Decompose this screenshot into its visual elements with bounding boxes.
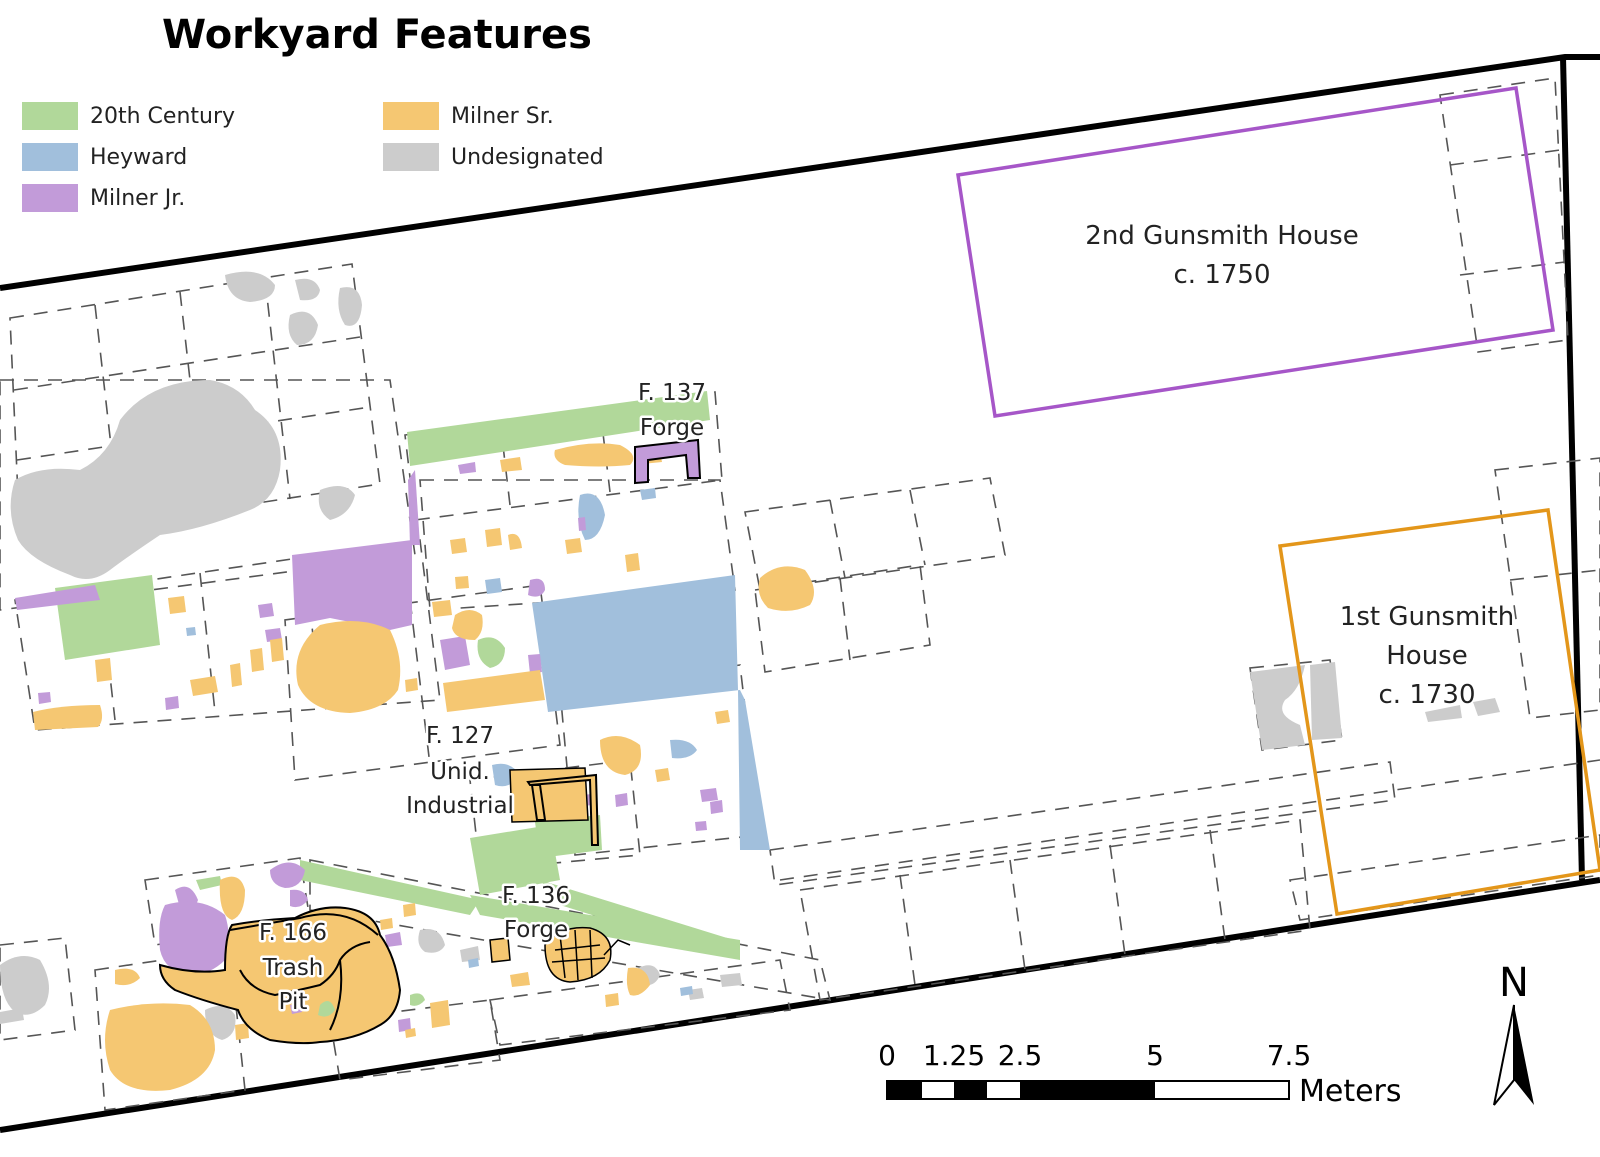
north-label: N: [1499, 960, 1529, 1006]
legend-item-undesignated: Undesignated: [383, 142, 604, 172]
legend-label-heyward: Heyward: [90, 144, 188, 170]
second-house-date-label: c. 1750: [1174, 260, 1271, 290]
north-arrow-icon: N: [1493, 960, 1534, 1106]
scale-unit-label: Meters: [1299, 1074, 1402, 1109]
legend-swatch-milner-jr: [22, 184, 78, 212]
scale-tick-5: 5: [1146, 1039, 1164, 1072]
features-20th-century: [55, 391, 740, 1006]
features-milner-sr: [33, 443, 814, 1091]
scale-tick-1-25: 1.25: [923, 1039, 985, 1072]
site-boundary: [0, 54, 1600, 1133]
f136-type-label: Forge: [504, 917, 568, 943]
feature-f136-outline: [489, 926, 631, 983]
f137-type-label: Forge: [640, 415, 704, 441]
legend-label-milner-sr: Milner Sr.: [451, 103, 554, 129]
scale-tick-0: 0: [878, 1039, 896, 1072]
legend-swatch-milner-sr: [383, 102, 439, 130]
scale-bar: 0 1.25 2.5 5 7.5 Meters: [878, 1039, 1401, 1109]
legend-swatch-undesignated: [383, 143, 439, 171]
features-undesignated: [0, 271, 1500, 1040]
second-house-name-label: 2nd Gunsmith House: [1085, 221, 1358, 251]
scale-tick-2-5: 2.5: [998, 1039, 1043, 1072]
legend-label-milner-jr: Milner Jr.: [90, 185, 186, 211]
map-title: Workyard Features: [162, 12, 592, 58]
excavation-grid: [0, 77, 1600, 1111]
second-gunsmith-house-outline: [956, 86, 1555, 418]
feature-f166-outline: [158, 906, 402, 1045]
scale-tick-7-5: 7.5: [1267, 1039, 1312, 1072]
feature-f137-outline: [634, 438, 702, 485]
legend-item-milner-sr: Milner Sr.: [383, 101, 554, 131]
features-milner-jr: [15, 462, 723, 1032]
first-house-name-label-1: 1st Gunsmith: [1340, 602, 1514, 632]
feature-f127-outline: [526, 773, 600, 846]
legend-item-20th-century: 20th Century: [22, 101, 235, 131]
f127-label: F. 127: [426, 723, 494, 749]
f136-label: F. 136: [502, 883, 570, 909]
f137-label: F. 137: [638, 380, 706, 406]
first-house-name-label-2: House: [1386, 641, 1467, 671]
f166-type-label-2: Pit: [279, 989, 308, 1015]
f166-type-label-1: Trash: [262, 955, 324, 981]
legend-label-20th-century: 20th Century: [90, 103, 236, 129]
legend-swatch-20th-century: [22, 102, 78, 130]
f166-label: F. 166: [259, 920, 327, 946]
legend-item-milner-jr: Milner Jr.: [22, 183, 185, 213]
legend-swatch-heyward: [22, 143, 78, 171]
legend-label-undesignated: Undesignated: [451, 144, 604, 170]
f127-type-label-1: Unid.: [430, 759, 490, 785]
first-house-date-label: c. 1730: [1379, 680, 1476, 710]
legend-item-heyward: Heyward: [22, 142, 187, 172]
first-gunsmith-house-outline: [1277, 508, 1600, 917]
f127-type-label-2: Industrial: [406, 793, 514, 819]
